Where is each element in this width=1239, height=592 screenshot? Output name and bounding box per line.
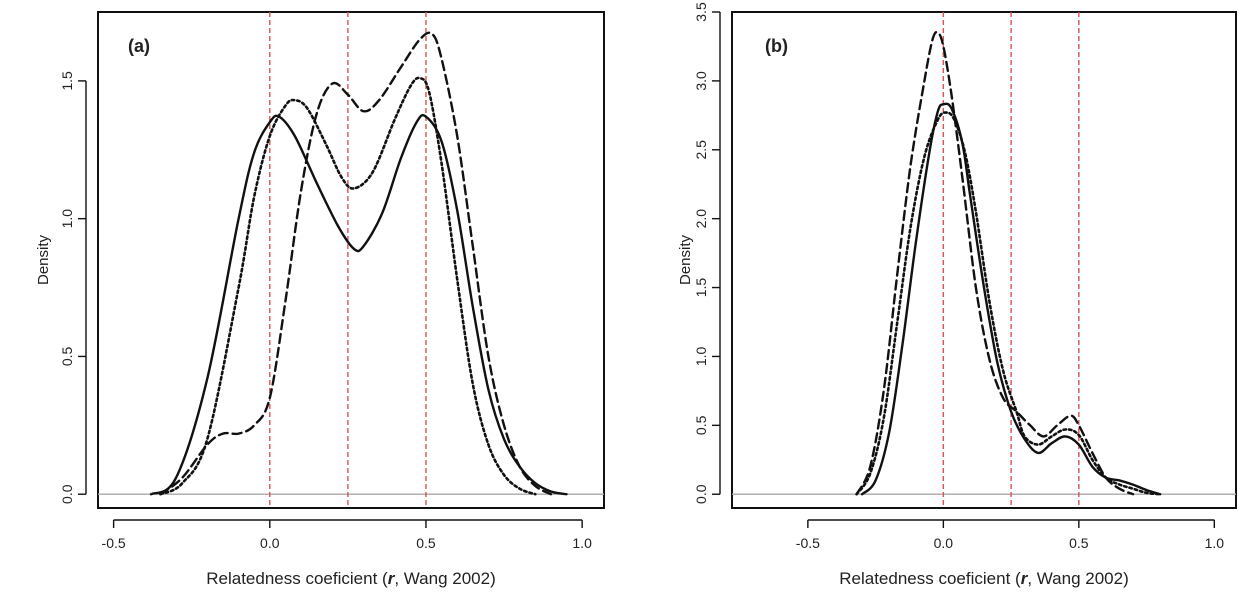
y-axis-a: 0.0 0.5 1.0 1.5 (59, 71, 87, 504)
density-curve-a-dashed (159, 31, 553, 496)
y-tick-label-b-5: 2.5 (693, 140, 709, 160)
density-curves-a (149, 31, 568, 496)
x-axis-b: -0.5 0.0 0.5 1.0 (796, 519, 1225, 551)
y-tick-label-b-7: 3.5 (693, 2, 709, 22)
y-axis-title-b: Density (677, 234, 694, 285)
x-tick-label-b-1: 0.0 (934, 535, 954, 551)
plot-frame-b (731, 11, 1237, 509)
panel-label-a: (a) (128, 36, 150, 56)
y-tick-label-b-4: 2.0 (693, 209, 709, 229)
y-tick-label-a-2: 1.0 (59, 209, 75, 229)
density-curve-b-solid (860, 102, 1162, 496)
x-tick-label-b-0: -0.5 (796, 535, 820, 551)
panel-a: -0.5 0.0 0.5 1.0 0.0 0.5 1.0 1.5 (a) Density R… (35, 11, 605, 588)
density-curves-b (855, 30, 1162, 496)
panel-b: -0.5 0.0 0.5 1.0 0.0 0.5 1.0 1.5 2.0 2.5 3.0 3.5 (… (677, 2, 1237, 588)
y-tick-label-a-0: 0.0 (59, 484, 75, 504)
y-tick-label-b-3: 1.5 (693, 278, 709, 298)
reference-lines-a (269, 12, 427, 508)
x-tick-label-a-3: 1.0 (572, 535, 592, 551)
density-curve-a-dotted (159, 76, 537, 496)
x-axis-a: -0.5 0.0 0.5 1.0 (102, 519, 592, 551)
x-tick-label-b-2: 0.5 (1069, 535, 1089, 551)
y-axis-b: 0.0 0.5 1.0 1.5 2.0 2.5 3.0 3.5 (693, 2, 721, 504)
x-tick-label-a-1: 0.0 (260, 535, 280, 551)
y-tick-label-b-6: 3.0 (693, 71, 709, 91)
density-curve-b-dotted (855, 111, 1162, 496)
density-curve-a-solid (149, 114, 568, 496)
y-tick-label-b-1: 0.5 (693, 415, 709, 435)
y-tick-label-b-0: 0.0 (693, 484, 709, 504)
y-tick-label-a-3: 1.5 (59, 71, 75, 91)
x-tick-label-b-3: 1.0 (1205, 535, 1225, 551)
x-axis-title-a: Relatedness coeficient (r, Wang 2002) (206, 569, 496, 588)
panel-label-b: (b) (765, 36, 788, 56)
x-tick-label-a-0: -0.5 (102, 535, 126, 551)
density-curve-b-dashed (855, 30, 1135, 496)
x-axis-title-b: Relatedness coeficient (r, Wang 2002) (839, 569, 1129, 588)
reference-lines-b (942, 12, 1080, 508)
y-tick-label-b-2: 1.0 (693, 347, 709, 367)
x-tick-label-a-2: 0.5 (416, 535, 436, 551)
y-tick-label-a-1: 0.5 (59, 347, 75, 367)
plot-frame-a (97, 11, 605, 509)
y-axis-title-a: Density (35, 234, 52, 285)
